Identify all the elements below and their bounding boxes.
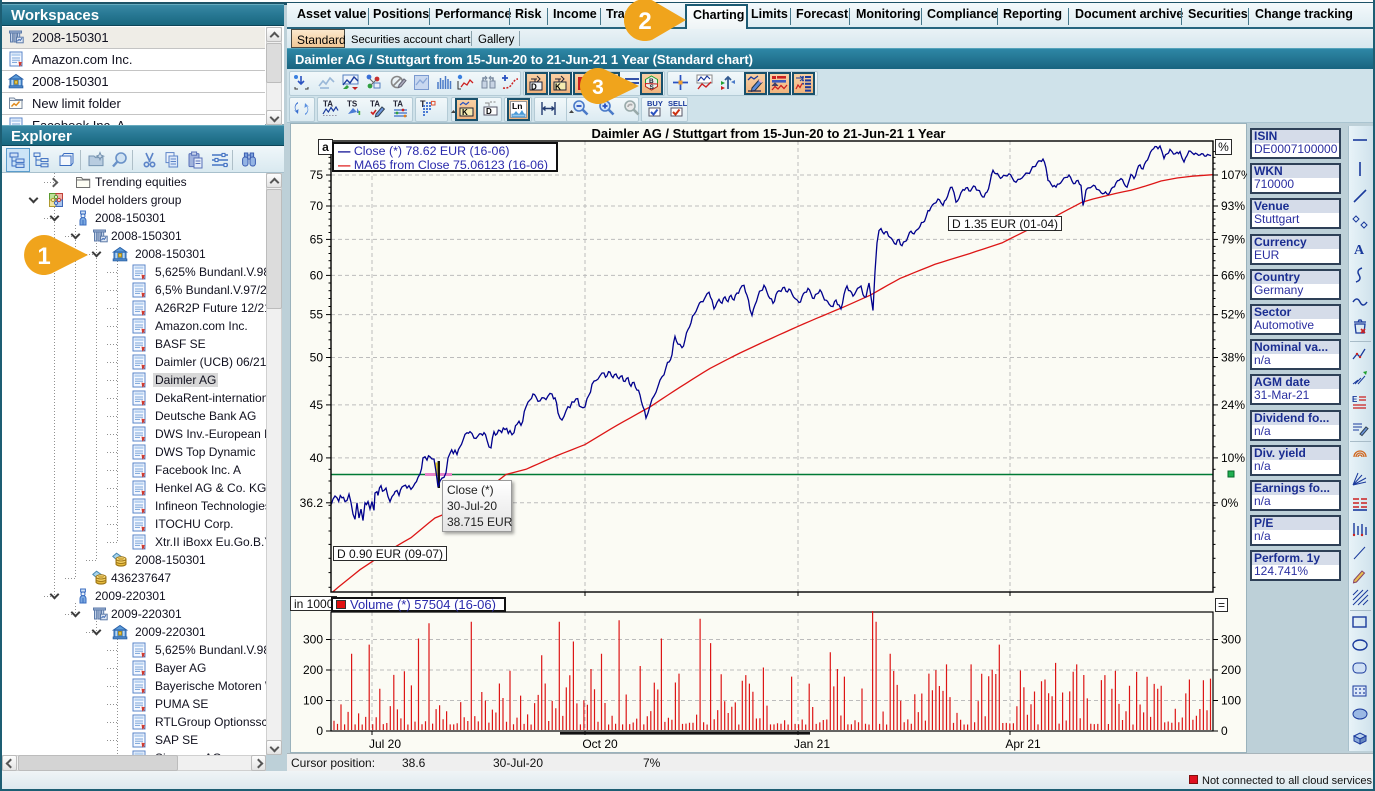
svg-text:40: 40 <box>310 451 324 465</box>
svg-text:66%: 66% <box>1221 268 1245 282</box>
svg-text:107%: 107% <box>1221 168 1247 182</box>
svg-text:BUY: BUY <box>647 99 663 108</box>
svg-text:D: D <box>531 83 537 92</box>
svg-text:Jul 20: Jul 20 <box>369 737 401 751</box>
svg-text:60: 60 <box>310 268 324 282</box>
svg-text:300: 300 <box>303 633 323 647</box>
svg-text:K: K <box>462 108 468 117</box>
svg-text:2: 2 <box>638 8 651 35</box>
svg-text:SELL: SELL <box>668 99 687 108</box>
svg-text:300: 300 <box>1221 633 1241 647</box>
svg-text:55: 55 <box>310 308 324 322</box>
svg-text:B: B <box>649 78 654 85</box>
svg-text:0: 0 <box>316 724 323 738</box>
svg-text:TA: TA <box>393 100 403 109</box>
svg-text:D: D <box>486 107 492 116</box>
svg-text:200: 200 <box>1221 663 1241 677</box>
svg-text:TA: TA <box>370 100 380 109</box>
svg-text:Oct 20: Oct 20 <box>582 737 618 751</box>
svg-text:S: S <box>650 84 655 91</box>
svg-text:Jan 21: Jan 21 <box>794 737 830 751</box>
svg-text:52%: 52% <box>1221 308 1245 322</box>
svg-text:TS: TS <box>347 100 358 109</box>
svg-text:75: 75 <box>310 168 324 182</box>
svg-text:Apr 21: Apr 21 <box>1005 737 1041 751</box>
svg-text:100: 100 <box>1221 694 1241 708</box>
svg-text:T: T <box>420 99 426 109</box>
svg-text:200: 200 <box>303 663 323 677</box>
svg-text:0%: 0% <box>1221 496 1239 510</box>
svg-text:10%: 10% <box>1221 451 1245 465</box>
svg-text:A: A <box>1354 243 1365 258</box>
svg-text:36.2: 36.2 <box>300 496 324 510</box>
svg-text:38%: 38% <box>1221 351 1245 365</box>
svg-text:45: 45 <box>310 398 324 412</box>
svg-text:100: 100 <box>303 694 323 708</box>
svg-text:70: 70 <box>310 199 324 213</box>
svg-text:Ln: Ln <box>512 101 522 111</box>
svg-text:K: K <box>555 83 561 92</box>
svg-text:50: 50 <box>310 351 324 365</box>
svg-text:0: 0 <box>1221 724 1228 738</box>
svg-text:TA: TA <box>323 100 333 109</box>
svg-text:93%: 93% <box>1221 199 1245 213</box>
svg-text:79%: 79% <box>1221 232 1245 246</box>
svg-text:3: 3 <box>592 76 604 99</box>
svg-text:E: E <box>1352 395 1358 404</box>
svg-text:65: 65 <box>310 232 324 246</box>
svg-text:24%: 24% <box>1221 398 1245 412</box>
svg-text:1: 1 <box>37 243 50 270</box>
